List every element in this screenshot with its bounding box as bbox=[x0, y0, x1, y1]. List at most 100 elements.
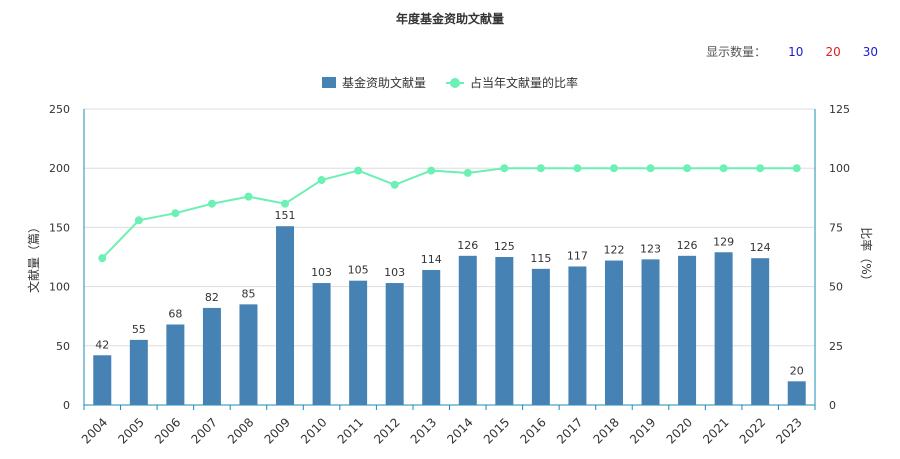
ratio-point bbox=[281, 199, 290, 208]
bar-value-label: 20 bbox=[790, 364, 804, 377]
x-tick-label: 2004 bbox=[79, 415, 110, 446]
x-tick-label: 2017 bbox=[554, 415, 585, 446]
y-axis-title: 文献量（篇） bbox=[26, 221, 41, 293]
legend-bar-swatch bbox=[321, 77, 336, 88]
ratio-point bbox=[609, 164, 618, 173]
bar bbox=[604, 260, 623, 405]
ratio-point bbox=[207, 199, 216, 208]
y-tick-label: 50 bbox=[56, 340, 70, 353]
x-tick-label: 2020 bbox=[664, 415, 695, 446]
ratio-line bbox=[101, 167, 797, 259]
bar-value-label: 85 bbox=[241, 287, 255, 300]
bar-value-label: 117 bbox=[567, 249, 588, 262]
y2-tick-label: 100 bbox=[829, 162, 850, 175]
y-tick-label: 0 bbox=[63, 399, 70, 412]
ratio-point bbox=[171, 209, 180, 218]
bar bbox=[239, 304, 258, 405]
bar-value-label: 68 bbox=[168, 307, 182, 320]
bar-value-label: 103 bbox=[311, 266, 332, 279]
x-tick-label: 2011 bbox=[335, 415, 366, 446]
x-tick-label: 2006 bbox=[152, 415, 183, 446]
ratio-point bbox=[646, 164, 655, 173]
x-tick-label: 2013 bbox=[408, 415, 439, 446]
x-tick-label: 2016 bbox=[517, 415, 548, 446]
bar bbox=[422, 270, 441, 405]
bar-value-label: 105 bbox=[348, 264, 369, 277]
y2-tick-label: 125 bbox=[829, 103, 850, 116]
ratio-point bbox=[98, 254, 107, 263]
bar bbox=[458, 255, 477, 405]
chart-title: 年度基金资助文献量 bbox=[395, 12, 504, 26]
bar-value-label: 124 bbox=[750, 241, 771, 254]
bar-value-label: 103 bbox=[384, 266, 405, 279]
ratio-point bbox=[427, 166, 436, 175]
display-count-option-20[interactable]: 20 bbox=[825, 44, 841, 59]
ratio-point bbox=[500, 164, 509, 173]
y2-tick-label: 25 bbox=[829, 340, 843, 353]
legend-line-label: 占当年文献量的比率 bbox=[470, 76, 579, 90]
bar bbox=[678, 255, 697, 405]
bar-value-label: 82 bbox=[205, 291, 219, 304]
ratio-point bbox=[683, 164, 692, 173]
chart-legend: 基金资助文献量 占当年文献量的比率 bbox=[0, 74, 900, 91]
x-tick-label: 2021 bbox=[700, 415, 731, 446]
y2-tick-label: 75 bbox=[829, 221, 843, 234]
bar bbox=[751, 258, 770, 405]
ratio-point bbox=[244, 192, 253, 201]
x-tick-label: 2018 bbox=[591, 415, 622, 446]
ratio-point bbox=[354, 166, 363, 175]
y2-tick-label: 50 bbox=[829, 281, 843, 294]
x-tick-label: 2010 bbox=[298, 415, 329, 446]
x-tick-label: 2007 bbox=[188, 415, 219, 446]
bar bbox=[276, 226, 295, 405]
display-count-selector: 显示数量： 10 20 30 bbox=[706, 43, 878, 60]
x-tick-label: 2023 bbox=[773, 415, 804, 446]
bar-value-label: 42 bbox=[95, 338, 109, 351]
x-tick-label: 2022 bbox=[737, 415, 768, 446]
legend-item-bar[interactable]: 基金资助文献量 bbox=[321, 74, 426, 91]
bar bbox=[93, 355, 112, 405]
ratio-point bbox=[792, 164, 801, 173]
x-tick-label: 2015 bbox=[481, 415, 512, 446]
bar-value-label: 126 bbox=[457, 239, 478, 252]
bar bbox=[495, 257, 514, 405]
bar bbox=[385, 283, 404, 405]
y2-tick-label: 0 bbox=[829, 399, 836, 412]
bar-value-label: 122 bbox=[603, 244, 624, 257]
display-count-option-10[interactable]: 10 bbox=[788, 44, 804, 59]
legend-item-line[interactable]: 占当年文献量的比率 bbox=[446, 74, 578, 91]
ratio-point bbox=[463, 168, 472, 177]
y-tick-label: 100 bbox=[49, 281, 70, 294]
bar-value-label: 126 bbox=[677, 239, 698, 252]
y-tick-label: 200 bbox=[49, 162, 70, 175]
y-tick-label: 150 bbox=[49, 221, 70, 234]
bar-value-label: 129 bbox=[713, 235, 734, 248]
x-tick-label: 2009 bbox=[262, 415, 293, 446]
display-count-option-30[interactable]: 30 bbox=[862, 44, 878, 59]
bar bbox=[714, 252, 733, 405]
bar bbox=[129, 339, 148, 405]
bar-value-label: 115 bbox=[530, 252, 551, 265]
x-tick-label: 2008 bbox=[225, 415, 256, 446]
ratio-point bbox=[756, 164, 765, 173]
bar bbox=[166, 324, 185, 405]
ratio-point bbox=[719, 164, 728, 173]
legend-line-swatch bbox=[446, 77, 464, 88]
x-tick-label: 2005 bbox=[115, 415, 146, 446]
bar bbox=[349, 280, 368, 405]
ratio-point bbox=[390, 180, 399, 189]
bar-value-label: 123 bbox=[640, 242, 661, 255]
display-count-label: 显示数量： bbox=[706, 45, 767, 59]
ratio-point bbox=[536, 164, 545, 173]
bar bbox=[568, 266, 587, 405]
bar-value-label: 151 bbox=[275, 209, 296, 222]
bar-value-label: 114 bbox=[421, 253, 442, 266]
bar bbox=[787, 381, 806, 405]
bar bbox=[312, 283, 331, 405]
y-tick-label: 250 bbox=[49, 103, 70, 116]
legend-bar-label: 基金资助文献量 bbox=[341, 76, 426, 90]
x-tick-label: 2019 bbox=[627, 415, 658, 446]
bar-value-label: 55 bbox=[132, 323, 146, 336]
bar bbox=[202, 307, 221, 405]
